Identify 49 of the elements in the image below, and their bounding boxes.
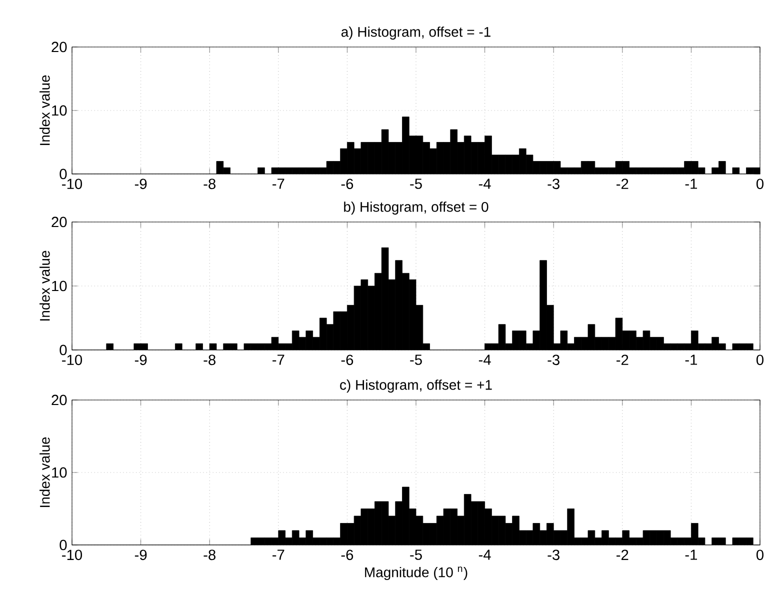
x-tick-label: -1 [685, 550, 698, 560]
x-tick-label: -5 [410, 178, 422, 189]
x-tick-label: -3 [548, 178, 560, 190]
x-tick-label: -3 [548, 354, 560, 366]
x-tick-label: -5 [410, 550, 422, 560]
x-tick-label: -4 [478, 550, 491, 560]
x-tick-label: 0 [756, 178, 764, 190]
y-tick-label: 20 [52, 394, 67, 406]
x-tick-label: -7 [272, 354, 284, 365]
x-tick-label: -1 [685, 178, 698, 189]
x-tick-label: -6 [341, 354, 354, 366]
x-tick-label: -4 [478, 178, 491, 189]
x-tick-label: -10 [62, 354, 82, 366]
y-tick-label: 20 [52, 216, 67, 228]
x-tick-label: -9 [134, 354, 147, 366]
x-tick-label: -9 [134, 178, 147, 190]
x-tick-label: -2 [616, 354, 628, 365]
y-axis-title: Index value [40, 437, 50, 507]
x-tick-label: 0 [756, 354, 764, 366]
x-tick-label: -10 [62, 178, 82, 190]
x-tick-label: -5 [410, 354, 422, 365]
x-tick-label: -7 [272, 550, 284, 560]
x-tick-label: -9 [134, 550, 147, 560]
x-tick-label: -3 [548, 550, 560, 560]
x-tick-label: -7 [272, 178, 284, 189]
y-tick-label: 0 [60, 168, 67, 180]
x-tick-label: -6 [341, 550, 354, 560]
x-tick-label: -6 [341, 178, 354, 190]
x-tick-label: -8 [204, 178, 216, 190]
x-tick-label: -8 [204, 354, 216, 366]
chart-title: a) Histogram, offset = -1 [341, 26, 490, 40]
y-tick-label: 0 [60, 344, 67, 356]
y-axis-title: Index value [40, 75, 50, 145]
x-axis-title: Magnitude (10 $^{n}$) [365, 566, 468, 580]
x-tick-label: -1 [685, 354, 698, 365]
x-tick-label: -8 [204, 550, 216, 560]
y-tick-label: 20 [52, 42, 67, 52]
x-tick-label: 0 [756, 550, 764, 560]
y-tick-label: 10 [52, 105, 67, 116]
x-tick-label: -2 [616, 178, 628, 189]
y-tick-label: 10 [52, 280, 67, 292]
chart-title: c) Histogram, offset = +1 [340, 380, 492, 393]
x-tick-label: -4 [478, 354, 491, 365]
y-tick-label: 0 [60, 540, 67, 550]
x-tick-label: -2 [616, 550, 628, 560]
y-axis-title: Index value [40, 250, 50, 320]
y-tick-label: 10 [52, 467, 67, 478]
x-tick-label: -10 [62, 550, 82, 560]
chart-title: b) Histogram, offset = 0 [344, 202, 488, 215]
